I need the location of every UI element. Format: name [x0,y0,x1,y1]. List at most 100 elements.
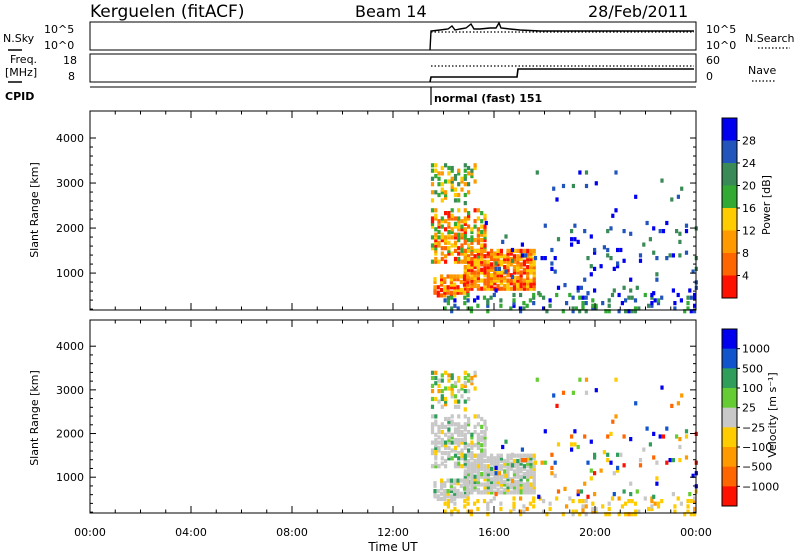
power-cell [476,262,480,267]
velocity-cell [476,464,480,469]
power-cell [494,288,498,293]
power-cell [543,223,547,228]
power-cell [467,165,471,171]
velocity-cell [466,501,470,506]
power-cell [437,182,441,187]
velocity-cell [486,466,490,471]
power-cell [447,251,451,256]
power-cell [430,190,435,195]
power-cell [532,248,536,253]
power-cell [463,192,467,198]
power-cell [509,251,513,256]
power-cell [444,246,448,251]
velocity-cell [555,403,559,408]
velocity-cell [470,487,474,492]
velocity-cell [444,440,448,445]
power-cell [463,201,467,206]
velocity-cell [437,383,441,388]
power-cell [470,278,474,283]
velocity-cell [512,453,517,458]
velocity-cell [591,506,595,512]
velocity-cell [440,378,444,383]
velocity-cell [450,509,454,514]
power-cell [516,265,520,270]
power-cell [610,292,615,298]
velocity-cell [532,496,536,501]
power-cell [460,179,464,184]
power-cell [668,253,672,258]
power-cell [490,254,494,259]
velocity-cell [449,489,453,494]
power-cell [516,286,520,291]
power-cell [440,219,444,224]
power-cell [430,259,435,264]
velocity-cell [506,487,510,492]
power-cell [522,248,526,253]
velocity-cell [506,485,510,490]
power-cell [509,281,513,286]
velocity-cell [480,464,484,469]
power-cell [430,235,435,240]
velocity-cell [453,501,457,506]
power-cell [466,292,470,298]
velocity-cell [433,489,437,494]
power-cell [686,306,690,311]
velocity-cell [493,479,497,484]
velocity-cell [434,451,438,456]
velocity-cell [440,430,444,435]
power-cell [434,246,438,251]
velocity-cell [499,453,503,458]
velocity-cell [493,474,497,479]
power-cell [614,170,618,175]
power-cell [503,275,507,280]
power-cell [652,291,656,296]
velocity-cell [629,437,633,442]
velocity-cell [466,478,470,483]
power-cell [532,270,536,275]
power-cell [453,248,458,253]
power-cell [473,163,477,168]
power-cell [506,281,510,286]
power-cell [470,248,474,253]
velocity-cell [490,469,494,474]
velocity-cell [466,481,470,486]
velocity-cell [449,486,453,491]
power-cell [519,278,523,283]
velocity-cell [457,451,461,456]
power-cell [642,242,646,247]
velocity-cell [480,443,484,448]
power-cell [638,253,643,258]
colorbar-swatch [722,230,737,254]
velocity-cell [450,375,454,381]
velocity-cell [473,458,477,464]
power-cell [512,270,517,275]
velocity-cell [444,416,448,422]
velocity-cell [467,461,471,466]
power-cell [470,251,474,256]
freq-label-line1: Freq. [10,53,37,66]
power-cell [506,248,510,253]
velocity-cell [532,490,536,495]
power-cell [490,267,494,272]
power-cell [486,251,490,256]
power-cell [548,303,552,308]
power-cell [526,248,530,253]
velocity-cell [574,509,578,514]
power-cell [434,240,438,245]
power-cell [437,240,441,245]
x-tick-label: 20:00 [579,526,611,539]
noise-right-tick-bottom: 10^0 [706,39,736,52]
velocity-cell [482,499,487,504]
power-cell [483,254,487,259]
power-cell [444,240,448,245]
velocity-cell [467,451,471,456]
power-cell [486,298,490,303]
velocity-cell [467,474,471,479]
power-cell [460,232,464,237]
power-cell [684,229,689,234]
power-cell [670,197,674,202]
velocity-cell [509,509,513,514]
power-cell [440,238,444,243]
power-cell [470,270,474,275]
